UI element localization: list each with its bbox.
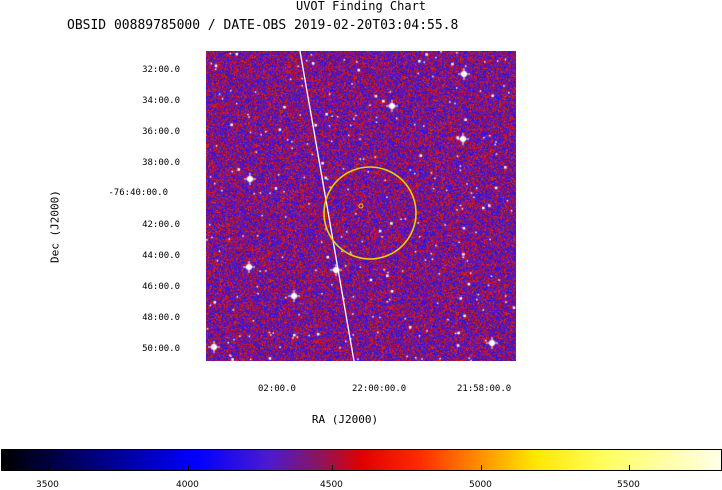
- overlay-svg: [299, 51, 417, 361]
- source-marker: [358, 203, 364, 209]
- sky-image-canvas: [206, 51, 516, 361]
- dec-tick-label: 38:00.0: [142, 158, 180, 168]
- dec-tick-label: 32:00.0: [142, 65, 180, 75]
- ra-tick-label: 22:00:00.0: [352, 384, 407, 394]
- colorbar-tick-mark: [48, 465, 49, 470]
- ra-tick-label: 02:00.0: [258, 384, 296, 394]
- dec-tick-label: 46:00.0: [142, 282, 180, 292]
- colorbar-tick-label: 4500: [320, 480, 343, 490]
- chart-subtitle: OBSID 00889785000 / DATE-OBS 2019-02-20T…: [67, 18, 459, 33]
- colorbar: [1, 449, 722, 471]
- ra-tick-label: 21:58:00.0: [457, 384, 512, 394]
- y-axis-label: Dec (J2000): [48, 190, 62, 263]
- dec-tick-label: -76:40:00.0: [108, 188, 168, 198]
- dec-tick-label: 48:00.0: [142, 313, 180, 323]
- colorbar-tick-mark: [332, 465, 333, 470]
- chart-title: UVOT Finding Chart: [295, 0, 427, 13]
- colorbar-tick-mark: [629, 465, 630, 470]
- satellite-trail-line: [299, 51, 355, 361]
- source-region-circle: [323, 166, 417, 260]
- dec-tick-label: 34:00.0: [142, 96, 180, 106]
- colorbar-tick-label: 4000: [176, 480, 199, 490]
- dec-tick-label: 50:00.0: [142, 344, 180, 354]
- colorbar-tick-label: 5500: [617, 480, 640, 490]
- colorbar-tick-label: 5000: [469, 480, 492, 490]
- dec-tick-label: 36:00.0: [142, 127, 180, 137]
- colorbar-tick-mark: [481, 465, 482, 470]
- colorbar-tick-mark: [188, 465, 189, 470]
- finding-chart-image: [206, 51, 516, 361]
- dec-tick-label: 42:00.0: [142, 220, 180, 230]
- colorbar-tick-label: 3500: [36, 480, 59, 490]
- x-axis-label: RA (J2000): [311, 413, 379, 426]
- dec-tick-label: 44:00.0: [142, 251, 180, 261]
